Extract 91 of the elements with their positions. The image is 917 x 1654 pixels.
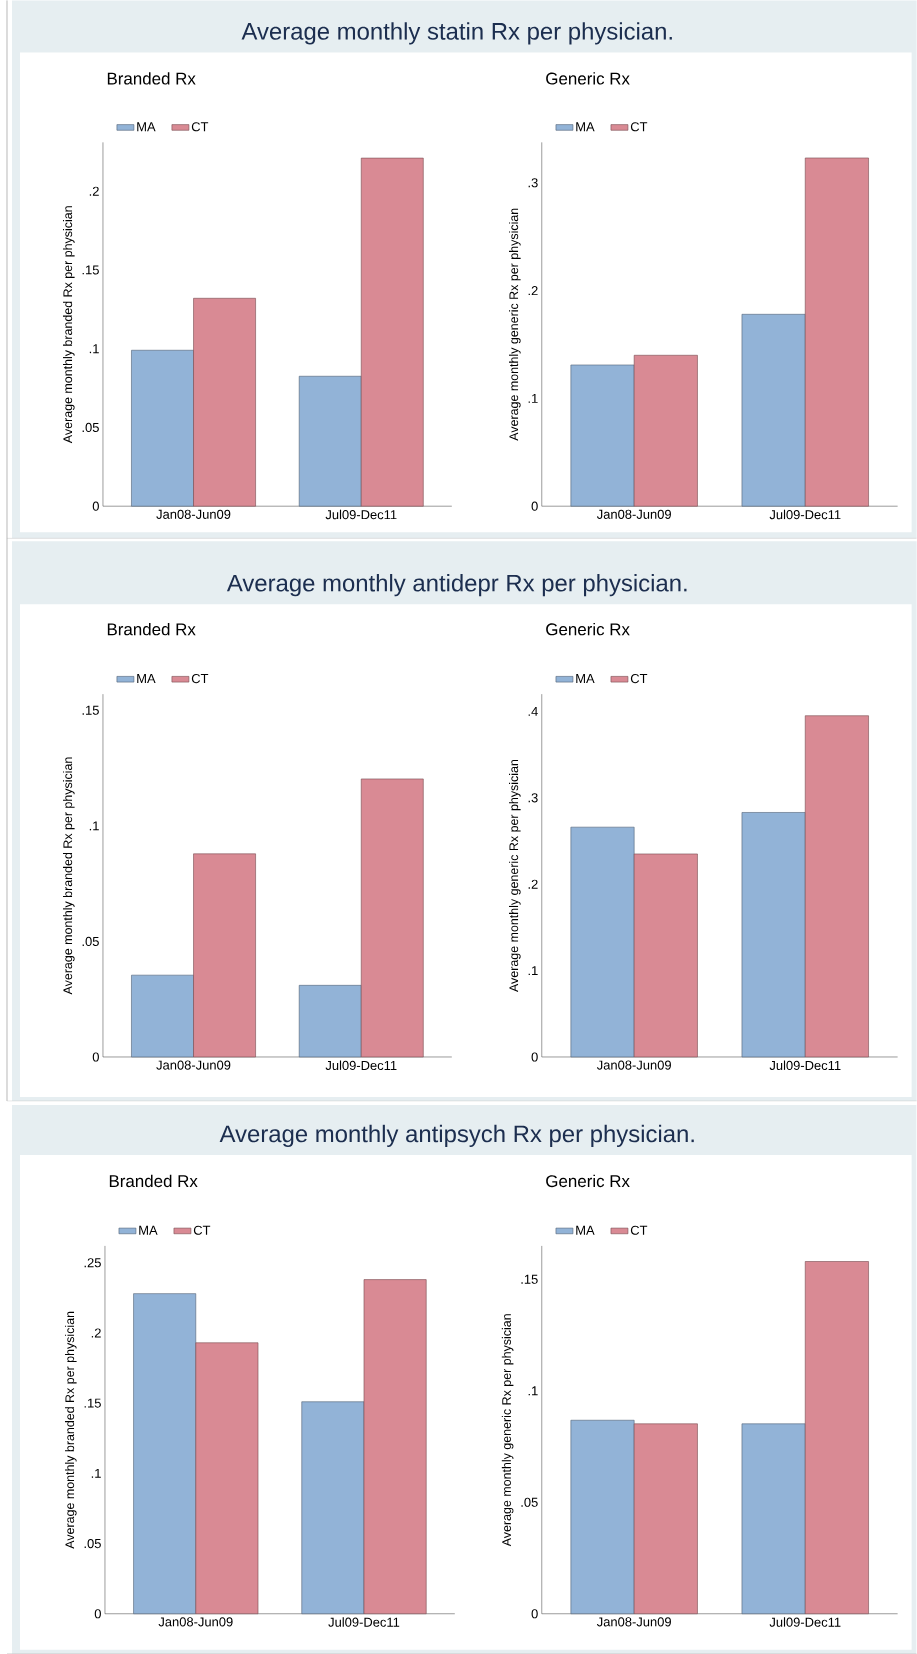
x-tick-label: Jul09-Dec11 [769,1060,841,1070]
y-axis-title: Average monthly generic Rx per physician [501,1314,514,1547]
y-tick-label: 0 [92,501,99,511]
bar [193,297,256,507]
y-axis-title: Average monthly branded Rx per physician [65,1311,77,1549]
bar [195,1342,259,1615]
bar [741,314,806,507]
y-tick-label: .05 [84,1538,101,1549]
bar [741,1423,806,1615]
y-tick-label: .3 [528,793,538,803]
bar [131,349,194,507]
bar [301,1401,365,1615]
x-tick-label: Jul09-Dec11 [328,1617,400,1627]
bar [298,985,362,1058]
y-tick-label: .1 [528,966,538,976]
y-tick-label: 0 [531,1052,538,1062]
legend-label: MA [137,122,156,132]
bar [298,375,362,507]
x-tick-label: Jan08-Jun09 [156,509,231,519]
chart-title: Average monthly statin Rx per physician. [241,22,672,45]
bar [570,1419,635,1615]
y-tick-label: .2 [528,286,538,296]
legend-label: CT [630,673,648,684]
x-tick-label: Jan08-Jun09 [596,509,672,519]
x-tick-label: Jan08-Jun09 [596,1617,672,1627]
y-axis-title: Average monthly generic Rx per physician [509,759,521,992]
bar [741,812,806,1058]
chart-subtitle: Generic Rx [546,72,630,85]
y-tick-label: .15 [84,1398,101,1408]
x-tick-label: Jan08-Jun09 [158,1617,233,1627]
y-tick-label: .15 [521,1274,538,1284]
y-tick-label: 0 [92,1052,99,1062]
legend-label: CT [193,1225,211,1235]
chart-subtitle: Branded Rx [107,72,196,85]
bar [363,1279,427,1615]
x-tick-label: Jul09-Dec11 [769,509,841,520]
chart-subtitle: Generic Rx [546,622,630,636]
bar [805,1261,869,1615]
y-tick-label: .05 [521,1497,538,1507]
y-tick-label: .1 [89,344,99,354]
y-tick-label: 0 [531,501,538,511]
y-tick-label: .1 [89,821,99,831]
bar [193,853,256,1058]
y-tick-label: .3 [528,178,538,188]
bar [360,157,424,507]
legend-label: MA [137,674,156,683]
legend-label: CT [630,122,648,132]
y-tick-label: .25 [84,1258,101,1268]
chart-subtitle: Generic Rx [546,1174,630,1188]
bar [133,1293,197,1615]
y-tick-label: .2 [91,1328,101,1338]
chart-title: Average monthly antidepr Rx per physician. [226,574,687,597]
bar [360,778,424,1058]
y-tick-label: .05 [82,422,99,433]
x-tick-label: Jan08-Jun09 [596,1060,672,1070]
bar [805,157,869,507]
y-tick-label: .15 [82,705,99,715]
y-tick-label: .2 [528,879,538,889]
y-tick-label: .1 [528,1386,538,1396]
x-tick-label: Jul09-Dec11 [769,1617,841,1627]
legend-label: MA [576,122,595,132]
bar [633,1423,698,1615]
bar [570,826,635,1058]
bar [131,974,194,1058]
legend-label: MA [576,1225,595,1235]
legend-label: CT [191,673,209,684]
bar [633,354,698,507]
y-tick-label: .2 [89,186,99,196]
legend-label: CT [630,1225,648,1235]
chart-subtitle: Branded Rx [107,622,196,636]
y-tick-label: .4 [528,706,538,716]
y-tick-label: .15 [82,265,99,275]
legend-label: MA [139,1225,158,1235]
chart-subtitle: Branded Rx [109,1174,198,1188]
y-axis-title: Average monthly branded Rx per physician [63,757,75,995]
y-tick-label: 0 [94,1609,101,1619]
x-tick-label: Jul09-Dec11 [325,509,397,520]
bar [570,364,635,507]
y-tick-label: .1 [528,393,538,403]
legend-label: MA [576,674,595,683]
y-tick-label: 0 [531,1609,538,1619]
chart-title: Average monthly antipsych Rx per physician. [219,1124,694,1148]
bar [805,715,869,1058]
y-axis-title: Average monthly generic Rx per physician [509,208,521,441]
x-tick-label: Jan08-Jun09 [156,1060,231,1070]
legend-label: CT [191,122,209,132]
y-axis-title: Average monthly branded Rx per physician [63,206,75,444]
x-tick-label: Jul09-Dec11 [325,1060,397,1070]
y-tick-label: .05 [82,936,99,946]
bar [633,853,698,1058]
y-tick-label: .1 [91,1468,101,1478]
